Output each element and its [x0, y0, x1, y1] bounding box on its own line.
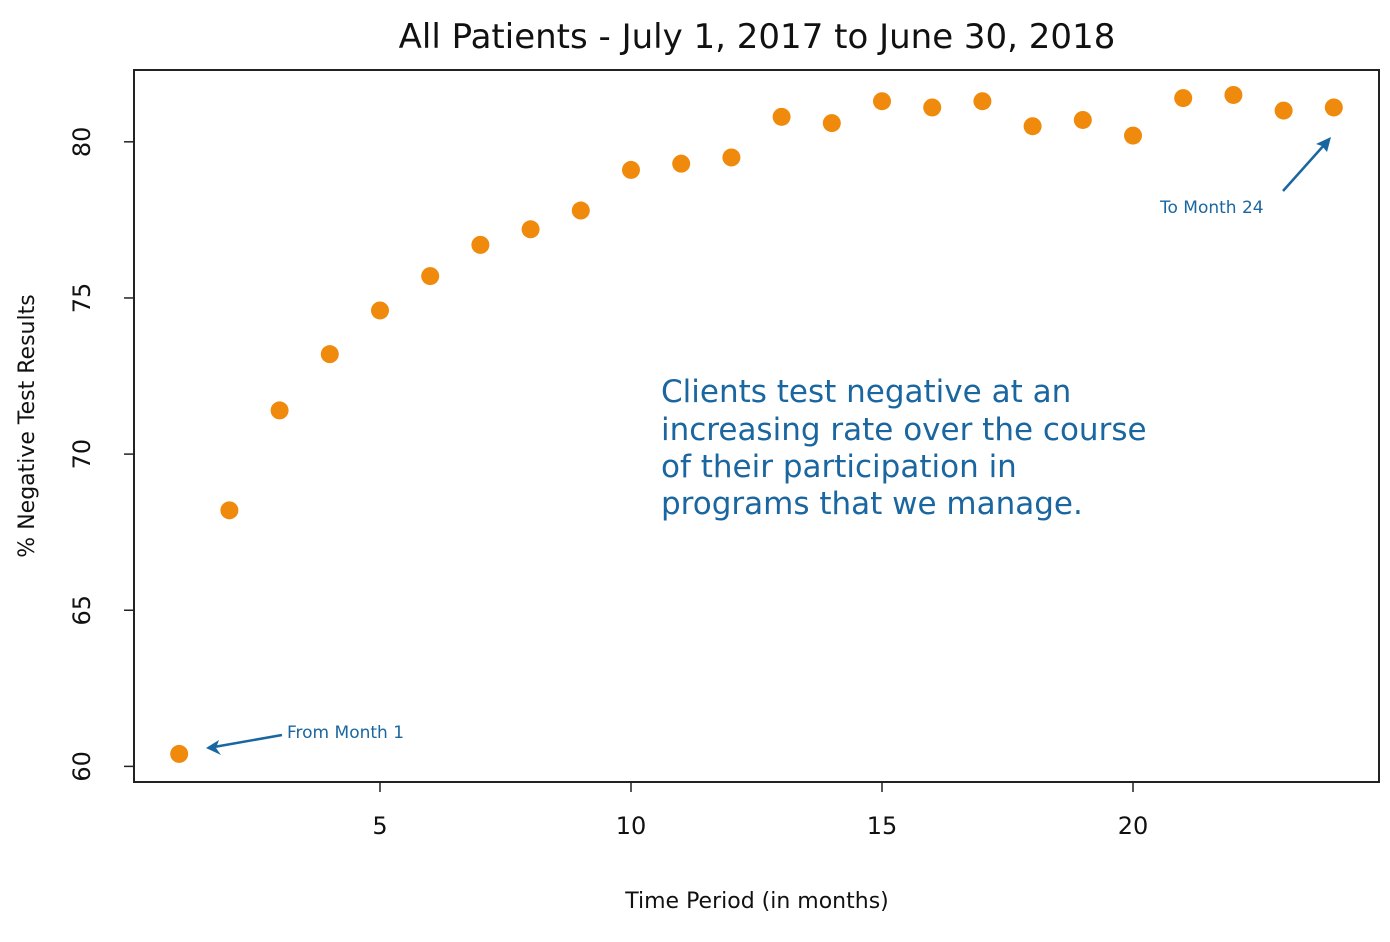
x-axis: 5 10 15 20 — [372, 782, 1148, 840]
y-tick-label: 80 — [68, 127, 96, 158]
data-point — [471, 235, 490, 254]
data-point — [722, 148, 741, 167]
data-point — [521, 220, 540, 239]
annotation-to-month-24: To Month 24 — [1159, 137, 1331, 218]
arrow-to-month-24-head-icon — [1316, 137, 1331, 152]
data-point — [873, 92, 892, 111]
data-point — [320, 345, 339, 364]
annotation-from-label: From Month 1 — [287, 723, 404, 743]
y-tick-label: 60 — [68, 751, 96, 782]
data-point — [672, 154, 691, 173]
x-axis-label: Time Period (in months) — [624, 889, 889, 914]
data-point — [772, 107, 791, 126]
data-point — [1274, 101, 1293, 120]
data-point — [1174, 89, 1193, 108]
data-point — [1073, 110, 1092, 129]
arrow-to-month-24-line — [1282, 143, 1326, 192]
chart-title: All Patients - July 1, 2017 to June 30, … — [399, 17, 1116, 57]
annotation-from-month-1: From Month 1 — [206, 723, 404, 755]
data-point — [270, 401, 289, 420]
data-points — [170, 85, 1343, 763]
data-point — [822, 114, 841, 133]
data-point — [621, 160, 640, 179]
data-point — [220, 501, 239, 520]
data-point — [1224, 85, 1243, 104]
x-tick-label: 20 — [1118, 812, 1149, 840]
x-tick-label: 15 — [867, 812, 898, 840]
x-tick-label: 5 — [372, 812, 387, 840]
y-tick-label: 65 — [68, 595, 96, 626]
data-point — [973, 92, 992, 111]
data-point — [923, 98, 942, 117]
data-point — [1023, 117, 1042, 136]
callout-line: increasing rate over the course — [661, 412, 1147, 448]
data-point — [370, 301, 389, 320]
data-point — [571, 201, 590, 220]
arrow-from-month-1-head-icon — [206, 740, 221, 755]
data-point — [170, 744, 189, 763]
y-tick-label: 70 — [68, 439, 96, 470]
y-axis: 60 65 70 75 80 — [68, 127, 134, 782]
arrow-from-month-1-line — [213, 733, 283, 749]
callout-line: programs that we manage. — [661, 486, 1083, 522]
callout-line: Clients test negative at an — [661, 374, 1071, 410]
y-axis-label: % Negative Test Results — [15, 294, 40, 557]
callout-line: of their participation in — [661, 449, 1017, 485]
annotation-to-label: To Month 24 — [1159, 198, 1264, 218]
data-point — [1124, 126, 1143, 145]
callout-text: Clients test negative at an increasing r… — [661, 374, 1147, 522]
data-point — [421, 267, 440, 286]
x-tick-label: 10 — [616, 812, 647, 840]
plot-frame — [133, 69, 1380, 783]
y-tick-label: 75 — [68, 283, 96, 314]
data-point — [1324, 98, 1343, 117]
